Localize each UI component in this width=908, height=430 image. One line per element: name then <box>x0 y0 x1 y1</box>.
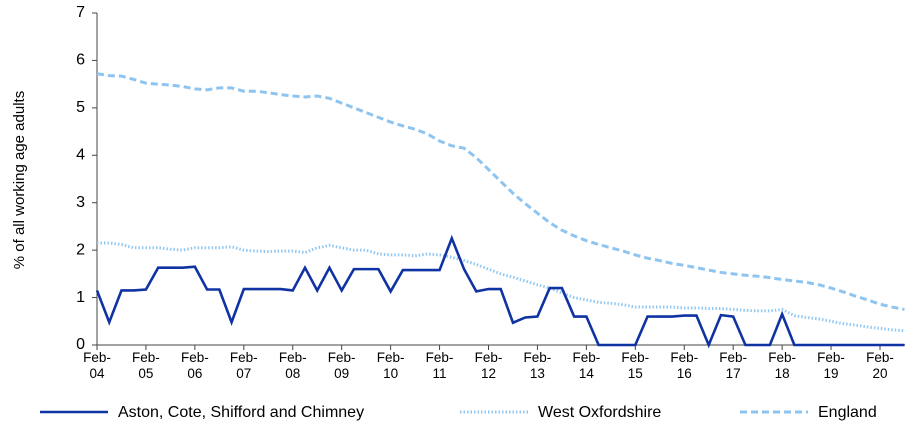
x-tick-label: Feb-17 <box>719 350 748 381</box>
y-tick-label: 2 <box>76 241 85 258</box>
y-tick-label: 7 <box>76 4 85 21</box>
legend-label: Aston, Cote, Shifford and Chimney <box>118 404 364 421</box>
y-tick-label: 6 <box>76 52 85 69</box>
series-line <box>96 72 905 311</box>
series-line <box>95 234 905 349</box>
x-tick-label: Feb-20 <box>866 350 894 381</box>
x-tick-label: Feb-18 <box>768 350 796 381</box>
x-tick-label: Feb-16 <box>670 350 699 381</box>
x-tick-label: Feb-07 <box>229 350 258 381</box>
y-tick-label: 3 <box>76 194 85 211</box>
legend-label: England <box>818 404 877 421</box>
y-tick-label: 5 <box>76 99 85 116</box>
y-axis-label: % of all working age adults <box>11 91 28 269</box>
y-tick-label: 0 <box>76 336 85 353</box>
x-tick-label: Feb-09 <box>327 350 356 381</box>
x-tick-label: Feb-11 <box>425 350 454 381</box>
y-tick-label: 1 <box>76 289 85 306</box>
legend-label: West Oxfordshire <box>538 404 661 421</box>
x-tick-label: Feb-06 <box>180 350 209 381</box>
y-tick-label: 4 <box>76 147 85 164</box>
x-tick-label: Feb-10 <box>376 350 405 381</box>
x-tick-label: Feb-05 <box>132 350 160 381</box>
x-tick-label: Feb-04 <box>83 350 111 381</box>
series-line <box>97 241 905 333</box>
x-tick-label: Feb-13 <box>523 350 552 381</box>
x-tick-label: Feb-19 <box>817 350 845 381</box>
x-tick-label: Feb-14 <box>572 350 601 381</box>
x-tick-label: Feb-12 <box>474 350 503 381</box>
x-tick-label: Feb-15 <box>621 350 650 381</box>
x-tick-label: Feb-08 <box>278 350 307 381</box>
